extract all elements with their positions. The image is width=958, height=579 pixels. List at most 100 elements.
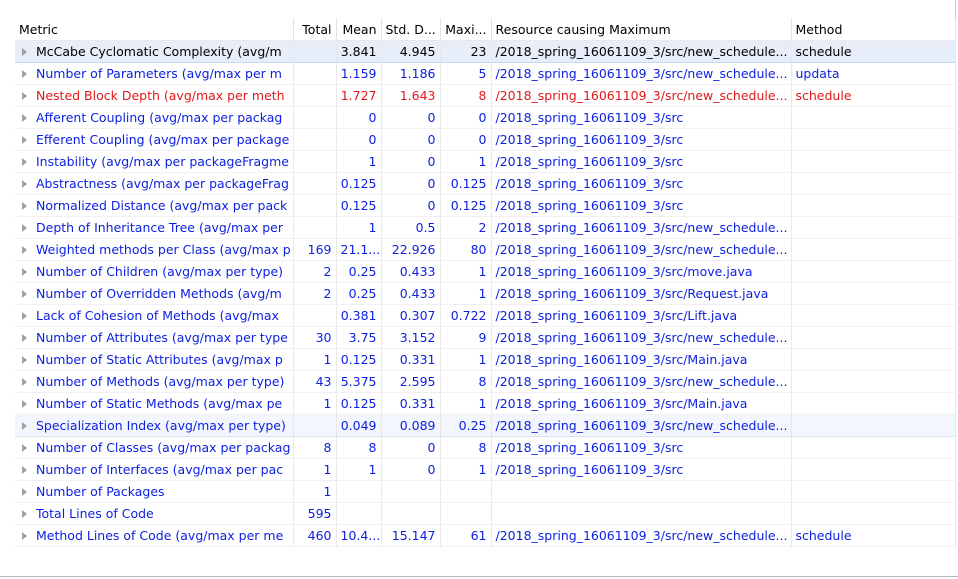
maximum-cell-text: 0: [478, 132, 487, 147]
table-row[interactable]: Number of Attributes (avg/max per type 30…: [15, 326, 956, 349]
table-row[interactable]: Number of Static Methods (avg/max pe 1 0.1…: [15, 392, 956, 415]
mean-cell: 0.381: [336, 304, 382, 327]
column-header-total[interactable]: Total: [293, 18, 337, 41]
std-dev-cell: 0: [381, 436, 441, 459]
resource-cell: /2018_spring_16061109_3/src: [491, 172, 792, 195]
expand-chevron-icon[interactable]: [22, 180, 27, 188]
expand-chevron-icon[interactable]: [22, 114, 27, 122]
mean-cell-text: 1: [368, 220, 377, 235]
expand-chevron-icon[interactable]: [22, 488, 27, 496]
std-dev-cell: 1.643: [381, 84, 441, 107]
std-dev-cell: 0.331: [381, 392, 441, 415]
expand-chevron-icon[interactable]: [22, 246, 27, 254]
mean-cell-text: 8: [368, 440, 377, 455]
column-header-resource[interactable]: Resource causing Maximum: [491, 18, 792, 41]
table-row[interactable]: Abstractness (avg/max per packageFrag 0.1…: [15, 172, 956, 195]
method-cell-text: updata: [795, 66, 840, 81]
total-cell: [293, 150, 337, 173]
table-row[interactable]: Depth of Inheritance Tree (avg/max per 1 0…: [15, 216, 956, 239]
maximum-cell: 2: [440, 216, 492, 239]
column-header-maximum[interactable]: Maxi...: [440, 18, 492, 41]
maximum-cell: 0.722: [440, 304, 492, 327]
table-row[interactable]: Number of Packages 1: [15, 480, 956, 503]
table-row[interactable]: Number of Parameters (avg/max per m 1.159…: [15, 62, 956, 85]
table-row[interactable]: Specialization Index (avg/max per type) 0…: [15, 414, 956, 437]
mean-cell-text: 1: [368, 462, 377, 477]
table-row[interactable]: Lack of Cohesion of Methods (avg/max 0.38…: [15, 304, 956, 327]
expand-chevron-icon[interactable]: [22, 70, 27, 78]
maximum-cell: 0: [440, 128, 492, 151]
total-cell: 1: [293, 480, 337, 503]
expand-chevron-icon[interactable]: [22, 136, 27, 144]
total-cell: [293, 216, 337, 239]
table-row[interactable]: Number of Overridden Methods (avg/m 2 0.25…: [15, 282, 956, 305]
std-dev-cell: 0.307: [381, 304, 441, 327]
column-header-mean[interactable]: Mean: [336, 18, 382, 41]
maximum-cell-text: 0.722: [450, 308, 487, 323]
table-row[interactable]: McCabe Cyclomatic Complexity (avg/m 3.841…: [15, 40, 956, 63]
table-row[interactable]: Number of Interfaces (avg/max per pac 1 1 0…: [15, 458, 956, 481]
expand-chevron-icon[interactable]: [22, 224, 27, 232]
resource-cell: /2018_spring_16061109_3/src/new_schedule…: [491, 216, 792, 239]
table-row[interactable]: Normalized Distance (avg/max per pack 0.1…: [15, 194, 956, 217]
metric-cell: Specialization Index (avg/max per type): [15, 414, 294, 437]
metric-cell-text: Normalized Distance (avg/max per pack: [36, 198, 288, 213]
column-header-metric[interactable]: Metric: [15, 18, 294, 41]
table-row[interactable]: Number of Classes (avg/max per packag 8 8 0…: [15, 436, 956, 459]
maximum-cell-text: 0: [478, 110, 487, 125]
view-bottom-border: [0, 576, 958, 577]
mean-cell: 21.1...: [336, 238, 382, 261]
expand-chevron-icon[interactable]: [22, 466, 27, 474]
std-dev-cell-text: 0.331: [399, 396, 436, 411]
resource-cell: /2018_spring_16061109_3/src/new_schedule…: [491, 524, 792, 547]
expand-chevron-icon[interactable]: [22, 92, 27, 100]
table-row[interactable]: Method Lines of Code (avg/max per me 460 1…: [15, 524, 956, 547]
metric-cell-text: Number of Attributes (avg/max per type: [36, 330, 288, 345]
maximum-cell-text: 8: [478, 88, 487, 103]
table-row[interactable]: Instability (avg/max per packageFragme 1 0…: [15, 150, 956, 173]
expand-chevron-icon[interactable]: [22, 48, 27, 56]
expand-chevron-icon[interactable]: [22, 378, 27, 386]
expand-chevron-icon[interactable]: [22, 356, 27, 364]
expand-chevron-icon[interactable]: [22, 444, 27, 452]
std-dev-cell: 0: [381, 194, 441, 217]
mean-cell: 1.159: [336, 62, 382, 85]
metric-cell-text: Abstractness (avg/max per packageFrag: [36, 176, 289, 191]
expand-chevron-icon[interactable]: [22, 400, 27, 408]
method-cell: [791, 150, 956, 173]
expand-chevron-icon[interactable]: [22, 422, 27, 430]
total-cell: 1: [293, 392, 337, 415]
expand-chevron-icon[interactable]: [22, 202, 27, 210]
maximum-cell: 1: [440, 282, 492, 305]
table-row[interactable]: Total Lines of Code 595: [15, 502, 956, 525]
table-row[interactable]: Nested Block Depth (avg/max per meth 1.72…: [15, 84, 956, 107]
table-row[interactable]: Efferent Coupling (avg/max per package 0 0…: [15, 128, 956, 151]
table-row[interactable]: Weighted methods per Class (avg/max p 169…: [15, 238, 956, 261]
total-cell-text: 460: [307, 528, 332, 543]
table-row[interactable]: Number of Methods (avg/max per type) 43 5.…: [15, 370, 956, 393]
total-cell: 8: [293, 436, 337, 459]
metric-cell-text: Total Lines of Code: [36, 506, 154, 521]
expand-chevron-icon[interactable]: [22, 510, 27, 518]
column-header-method[interactable]: Method: [791, 18, 956, 41]
expand-chevron-icon[interactable]: [22, 532, 27, 540]
column-header-std-dev[interactable]: Std. D...: [381, 18, 441, 41]
table-row[interactable]: Number of Children (avg/max per type) 2 0.…: [15, 260, 956, 283]
expand-chevron-icon[interactable]: [22, 158, 27, 166]
resource-cell: /2018_spring_16061109_3/src/new_schedule…: [491, 326, 792, 349]
resource-cell: /2018_spring_16061109_3/src: [491, 150, 792, 173]
resource-cell: /2018_spring_16061109_3/src: [491, 436, 792, 459]
mean-cell-text: 0.25: [348, 286, 377, 301]
left-margin: [0, 0, 15, 579]
expand-chevron-icon[interactable]: [22, 334, 27, 342]
table-row[interactable]: Afferent Coupling (avg/max per packag 0 0 0…: [15, 106, 956, 129]
metric-cell-text: Lack of Cohesion of Methods (avg/max: [36, 308, 279, 323]
expand-chevron-icon[interactable]: [22, 312, 27, 320]
method-cell: schedule: [791, 84, 956, 107]
mean-cell: 8: [336, 436, 382, 459]
expand-chevron-icon[interactable]: [22, 268, 27, 276]
mean-cell-text: 0.125: [340, 176, 377, 191]
metric-cell-text: Nested Block Depth (avg/max per meth: [36, 88, 285, 103]
expand-chevron-icon[interactable]: [22, 290, 27, 298]
